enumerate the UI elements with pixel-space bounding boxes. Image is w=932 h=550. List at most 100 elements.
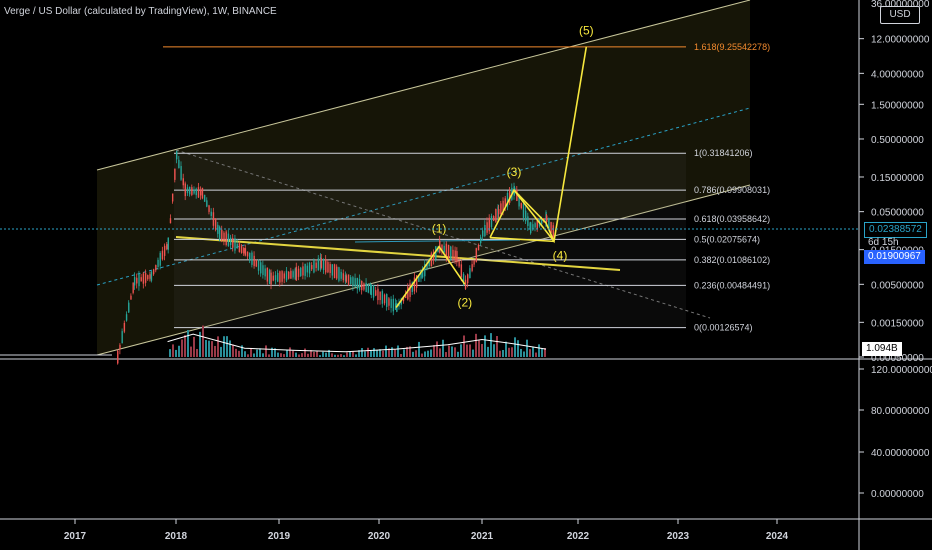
- time-axis-label: 2021: [471, 531, 494, 542]
- volume-bar: [508, 347, 510, 357]
- price-axis-label: 0.00150000: [871, 318, 924, 329]
- horizontal-support: [354, 239, 521, 243]
- currency-button[interactable]: USD: [880, 6, 920, 24]
- candle-body: [520, 203, 522, 209]
- wave-projection-line: [513, 46, 588, 244]
- price-axis-label: 1.50000000: [871, 100, 924, 111]
- candle-body: [197, 187, 200, 198]
- volume-bar: [478, 340, 480, 357]
- candle-body: [225, 231, 227, 245]
- candle-body: [413, 277, 416, 292]
- candle-body: [274, 275, 277, 281]
- candle-body: [420, 272, 422, 279]
- candle-body: [302, 266, 304, 276]
- candle-body: [166, 244, 168, 250]
- candle-body: [421, 269, 424, 278]
- price-axis-label: 0.05000000: [871, 208, 924, 219]
- candle-body: [347, 274, 350, 285]
- candle-body: [210, 211, 212, 216]
- candle-body: [327, 262, 329, 273]
- volume-bar: [364, 351, 366, 357]
- volume-bar: [496, 336, 498, 357]
- candle-body: [138, 273, 140, 287]
- volume-bar: [526, 339, 528, 357]
- volume-bar: [346, 352, 348, 357]
- candle-body: [306, 265, 309, 273]
- volume-bar: [370, 350, 372, 357]
- volume-bar: [481, 343, 483, 357]
- candle-body: [354, 278, 356, 287]
- volume-bar: [172, 344, 174, 357]
- candle-body: [500, 203, 502, 215]
- candle-body: [441, 244, 443, 252]
- candle-body: [488, 217, 490, 232]
- candle-body: [381, 291, 384, 304]
- candle-body: [243, 247, 245, 254]
- volume-bar: [475, 333, 477, 357]
- volume-bar: [379, 349, 381, 357]
- candle-body: [178, 159, 180, 169]
- candle-body: [214, 218, 217, 230]
- candle-body: [119, 344, 121, 350]
- candle-body: [415, 275, 418, 288]
- volume-bar: [304, 348, 306, 357]
- candle-body: [317, 258, 320, 271]
- candle-body: [270, 272, 272, 285]
- candle-body: [506, 192, 509, 207]
- candle-body: [218, 226, 221, 241]
- current-price-tag: 0.02388572: [864, 222, 927, 238]
- candle-body: [450, 246, 452, 260]
- candle-body: [290, 270, 292, 279]
- time-axis-label: 2017: [64, 531, 87, 542]
- elliott-wave[interactable]: (1) (2) (3) (4) (5): [395, 24, 594, 310]
- volume-bar: [421, 353, 423, 357]
- volume-axis-label: 80.00000000: [871, 406, 930, 417]
- volume-axis-label: 0.00000000: [871, 489, 924, 500]
- volume-bars: [167, 325, 547, 357]
- volume-bar: [394, 349, 396, 357]
- candle-body: [356, 277, 359, 290]
- volume-bar: [517, 340, 519, 357]
- volume-axis-label: 40.00000000: [871, 448, 930, 459]
- volume-bar: [220, 346, 222, 357]
- volume-bar: [292, 350, 294, 357]
- volume-bar: [298, 354, 300, 357]
- volume-bar: [235, 348, 237, 357]
- volume-bar: [544, 348, 546, 357]
- volume-bar: [409, 346, 411, 357]
- time-axis-label: 2023: [667, 531, 690, 542]
- candle-body: [404, 293, 407, 299]
- volume-bar: [238, 350, 240, 357]
- candle-body: [445, 243, 448, 258]
- price-axis-label: 0.15000000: [871, 173, 924, 184]
- wave-structure: [489, 188, 555, 242]
- price-axis-label: 0.50000000: [871, 135, 924, 146]
- candle-body: [294, 268, 297, 280]
- volume-bar: [472, 349, 474, 357]
- volume-bar: [388, 348, 390, 357]
- countdown-tag: 6d 15h: [868, 237, 899, 248]
- volume-bar: [259, 348, 261, 357]
- volume-bar: [412, 351, 414, 357]
- candle-body: [409, 283, 411, 298]
- volume-bar: [430, 349, 432, 357]
- candle-body: [383, 294, 386, 304]
- fib-retracement[interactable]: 1.618(9.25542278) 1(0.31841206) 0.786(0.09…: [163, 42, 770, 333]
- volume-bar: [295, 352, 297, 357]
- candle-body: [402, 296, 405, 302]
- time-axis-label: 2020: [368, 531, 391, 542]
- candle-body: [390, 299, 392, 308]
- volume-bar: [247, 354, 249, 357]
- candle-body: [550, 222, 552, 234]
- fib-level-label: 0.236(0.00484491): [694, 280, 770, 290]
- candle-body: [311, 265, 313, 270]
- candle-body: [344, 274, 347, 282]
- volume-bar: [241, 345, 243, 357]
- candle-body: [350, 277, 352, 284]
- candle-body: [253, 255, 255, 267]
- volume-bar: [511, 347, 513, 357]
- volume-bar: [373, 348, 375, 357]
- candle-body: [534, 223, 536, 228]
- volume-bar: [223, 336, 225, 357]
